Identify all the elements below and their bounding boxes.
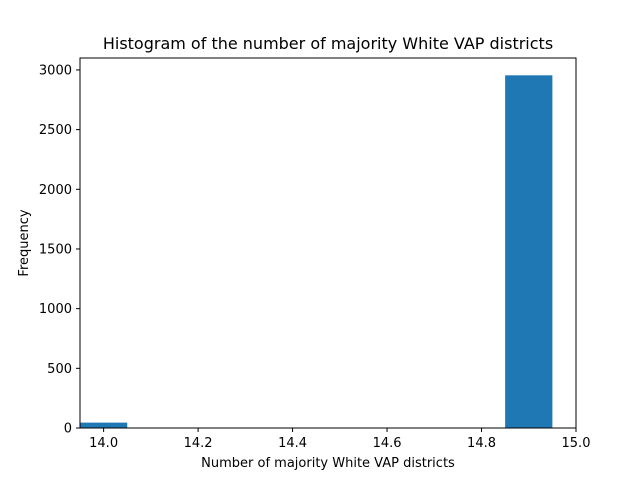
histogram-bar-0 (80, 422, 128, 428)
y-axis-label: Frequency (17, 209, 32, 276)
x-tick-label: 14.0 (89, 436, 118, 451)
plot-frame (79, 57, 577, 429)
x-tick-label: 14.4 (278, 436, 307, 451)
x-tick-label: 14.2 (184, 436, 213, 451)
y-tick-label: 1000 (39, 302, 72, 317)
y-tick-label: 2000 (39, 183, 72, 198)
y-axis-ticks: 0 500 1000 1500 2000 2500 3000 (39, 63, 80, 437)
x-tick-label: 14.6 (373, 436, 402, 451)
bars-group (80, 75, 553, 428)
y-tick-label: 0 (64, 422, 72, 437)
x-tick-label: 15.0 (562, 436, 591, 451)
y-tick-label: 1500 (39, 242, 72, 257)
x-tick-label: 14.8 (467, 436, 496, 451)
histogram-bar-9 (505, 75, 553, 428)
y-tick-label: 2500 (39, 123, 72, 138)
x-axis-ticks: 14.0 14.2 14.4 14.6 14.8 15.0 (89, 428, 590, 451)
y-tick-label: 3000 (39, 63, 72, 78)
x-axis-label: Number of majority White VAP districts (201, 456, 455, 471)
y-tick-label: 500 (47, 362, 72, 377)
chart-title: Histogram of the number of majority Whit… (103, 34, 553, 53)
